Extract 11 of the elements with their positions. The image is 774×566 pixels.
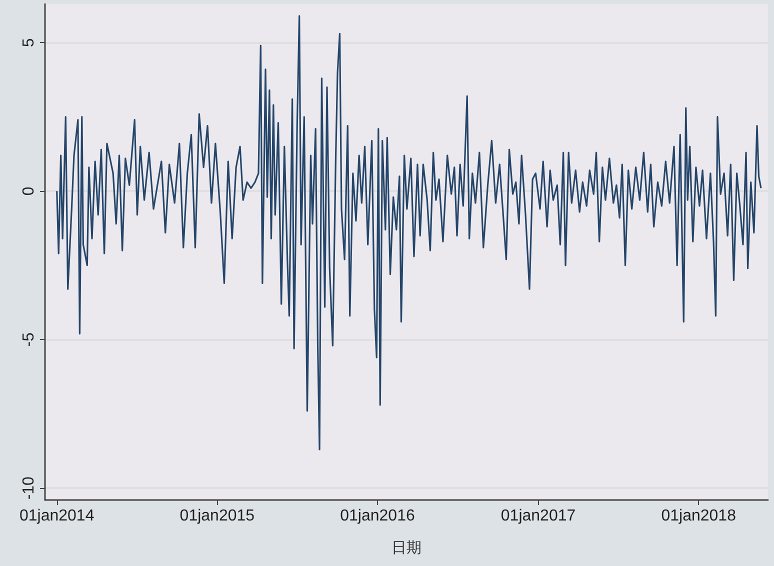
x-axis-title: 日期 (392, 538, 422, 556)
x-tick-label: 01jan2018 (661, 508, 736, 524)
x-tick-label: 01jan2015 (180, 508, 255, 524)
x-tick-label: 01jan2017 (500, 508, 576, 524)
y-tick-label: -10 (20, 476, 38, 500)
y-tick-label: -5 (20, 332, 38, 347)
x-tick-label: 01jan2016 (340, 508, 415, 524)
x-tick-label: 01jan2014 (19, 508, 94, 524)
y-tick-label: 5 (20, 38, 38, 48)
line-series (56, 15, 762, 450)
y-tick-label: 0 (20, 186, 38, 196)
